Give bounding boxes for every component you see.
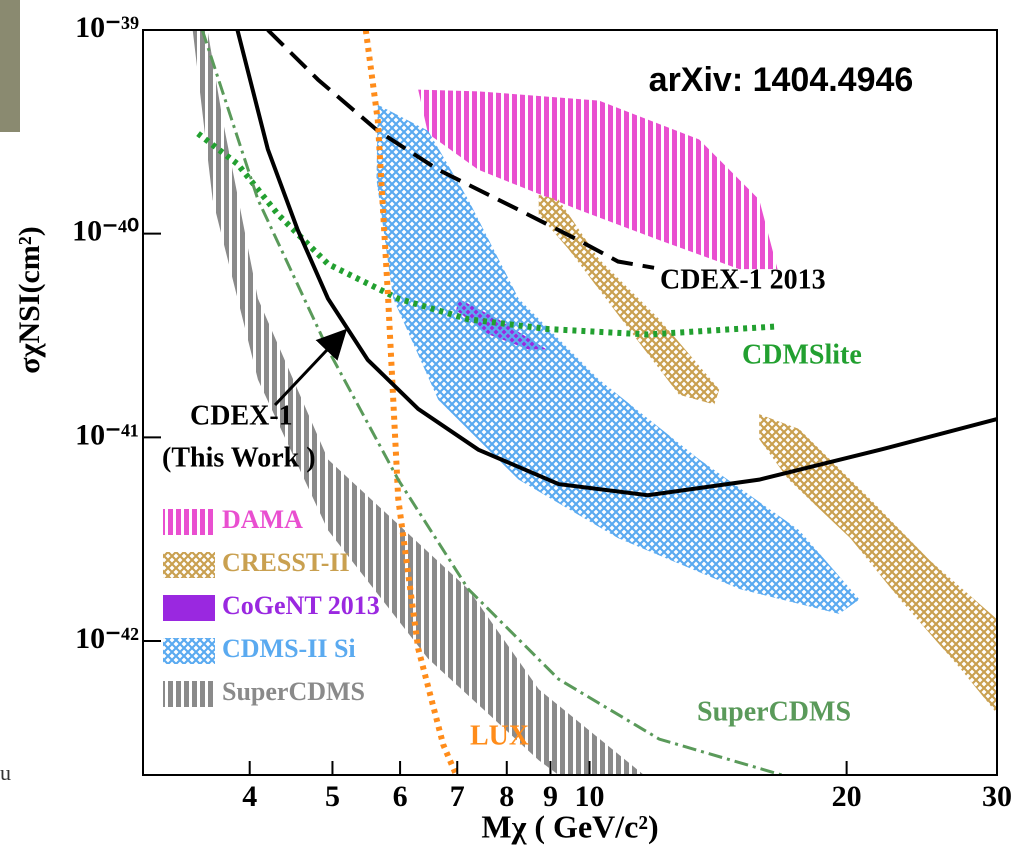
region	[759, 414, 997, 714]
curve	[266, 30, 655, 270]
x-tick-label: 5	[325, 780, 340, 813]
y-axis-label: σχNSI(cm²)	[13, 226, 46, 373]
x-tick-label: 4	[242, 780, 257, 813]
region	[538, 194, 720, 405]
labels: DAMA CRESST-II CoGeNT 2013 CDMS-II Si SuperC…	[162, 264, 862, 751]
curve	[196, 131, 776, 338]
legend-label: CDMS-II Si	[222, 634, 356, 663]
curve-label: (This Work )	[162, 442, 316, 473]
axes: 4 5 6 7 8 9 10 20 30 10⁻⁴² 10⁻⁴¹ 10⁻⁴⁰ 10⁻³⁹	[72, 11, 1012, 813]
curve-label: SuperCDMS	[697, 696, 851, 727]
label-arrow	[273, 328, 348, 407]
curves	[196, 30, 997, 775]
curve	[200, 30, 783, 775]
regions	[192, 30, 997, 775]
curve	[362, 30, 459, 775]
x-tick-label: 6	[393, 780, 408, 813]
curve	[235, 30, 997, 498]
legend-label: SuperCDMS	[222, 677, 365, 706]
cropped-photo	[0, 0, 20, 132]
x-tick-label: 20	[832, 780, 862, 813]
region	[192, 30, 644, 775]
y-tick-label: 10⁻⁴⁰	[72, 215, 139, 248]
curve-label: CDEX-1 2013	[660, 264, 826, 295]
legend-swatch	[163, 552, 215, 578]
x-tick-label: 30	[982, 780, 1012, 813]
legend-label: CRESST-II	[222, 548, 350, 577]
x-tick-label: 9	[543, 780, 558, 813]
annotation: arXiv: 1404.4946	[649, 61, 914, 99]
cropped-text: u	[0, 760, 11, 785]
legend-swatch	[163, 681, 215, 707]
legend-label: DAMA	[222, 505, 303, 534]
curve-label: CDMSlite	[742, 339, 862, 370]
region	[418, 89, 778, 270]
y-tick-label: 10⁻⁴¹	[75, 418, 139, 451]
x-tick-label: 8	[499, 780, 514, 813]
legend-label: CoGeNT 2013	[222, 591, 380, 620]
x-tick-label: 7	[450, 780, 465, 813]
curve-label: CDEX-1	[190, 400, 293, 431]
curve-label: LUX	[470, 720, 529, 751]
plot-frame	[142, 29, 998, 776]
legend-swatch	[163, 638, 215, 664]
y-tick-label: 10⁻³⁹	[75, 11, 139, 44]
x-tick-label: 10	[575, 780, 605, 813]
region	[376, 104, 860, 614]
legend-swatch	[163, 595, 215, 621]
legend-swatch	[163, 509, 215, 535]
x-axis-label: Mχ ( GeV/c²)	[481, 808, 658, 844]
y-tick-label: 10⁻⁴²	[75, 622, 139, 655]
